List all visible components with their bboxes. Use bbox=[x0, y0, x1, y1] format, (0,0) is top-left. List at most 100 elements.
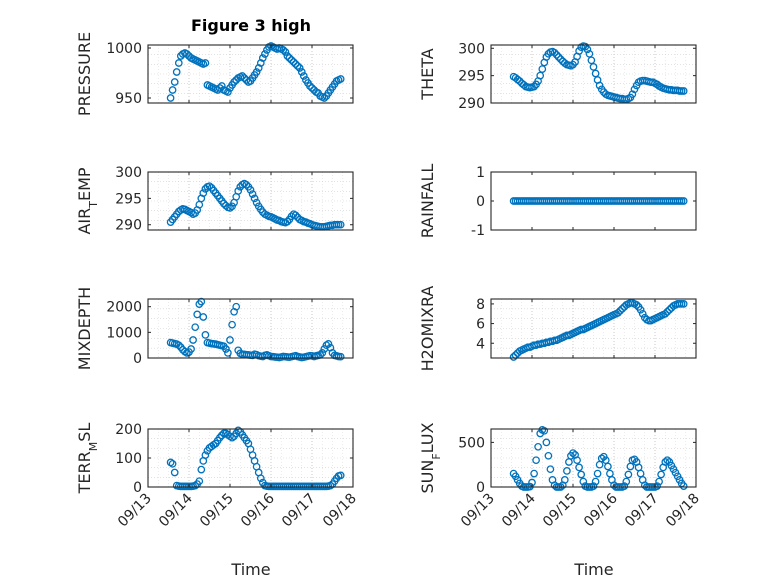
data-point bbox=[199, 189, 208, 197]
data-point bbox=[573, 456, 581, 465]
axes-box bbox=[490, 44, 697, 104]
y-tick-label: 4 bbox=[476, 336, 485, 352]
y-tick-label: 500 bbox=[458, 435, 485, 451]
data-point bbox=[663, 307, 672, 316]
data-point bbox=[215, 84, 224, 92]
data-point bbox=[679, 300, 688, 308]
axes-box bbox=[147, 171, 354, 231]
y-axis-label: TERRMSL bbox=[75, 423, 100, 495]
y-tick-label: 295 bbox=[458, 69, 485, 85]
data-point bbox=[228, 202, 236, 211]
data-point bbox=[283, 217, 292, 226]
y-tick-label: 2000 bbox=[106, 300, 142, 316]
data-point bbox=[546, 465, 555, 474]
data-point bbox=[530, 469, 538, 478]
data-point bbox=[170, 78, 179, 86]
data-point bbox=[579, 477, 588, 486]
data-point bbox=[197, 465, 206, 474]
data-point bbox=[238, 72, 247, 80]
y-axis-label: SUNFLUX bbox=[418, 422, 443, 493]
data-point bbox=[232, 302, 241, 311]
data-point bbox=[217, 82, 226, 90]
data-point bbox=[289, 58, 298, 66]
y-tick-label: 0 bbox=[476, 194, 485, 210]
data-point bbox=[308, 84, 316, 92]
data-point bbox=[228, 320, 236, 329]
data-point bbox=[172, 68, 181, 76]
data-point bbox=[663, 456, 672, 465]
data-point bbox=[556, 55, 565, 64]
data-point bbox=[336, 75, 345, 83]
data-point bbox=[215, 433, 224, 442]
plot-area bbox=[491, 172, 696, 230]
y-tick-label: 950 bbox=[115, 91, 142, 107]
data-point bbox=[224, 88, 232, 96]
data-point bbox=[250, 194, 259, 203]
data-point bbox=[256, 474, 265, 483]
data-point bbox=[318, 349, 327, 357]
data-point bbox=[585, 49, 594, 58]
data-point bbox=[234, 187, 243, 195]
subplot-theta: 290 295 300 THETA bbox=[418, 41, 697, 112]
data-point bbox=[201, 59, 210, 67]
x-tick-label: 09/18 bbox=[320, 491, 360, 531]
axes-box bbox=[147, 298, 354, 359]
data-point bbox=[679, 87, 688, 95]
data-point bbox=[657, 470, 665, 479]
data-point bbox=[587, 56, 596, 65]
data-point bbox=[618, 304, 627, 313]
data-point bbox=[560, 59, 569, 67]
x-tick-label: 09/16 bbox=[238, 490, 278, 530]
data-point bbox=[174, 59, 183, 67]
data-point bbox=[616, 306, 624, 315]
x-tick-label: 09/13 bbox=[458, 491, 498, 531]
y-axis-label: H2OMIXRA bbox=[418, 286, 437, 372]
data-point bbox=[226, 204, 234, 212]
data-point bbox=[168, 86, 177, 94]
data-point bbox=[530, 82, 538, 91]
data-point bbox=[620, 482, 629, 490]
x-tick-label: 09/17 bbox=[622, 491, 662, 531]
data-point bbox=[665, 305, 674, 314]
x-tick-label: 09/17 bbox=[279, 491, 319, 531]
data-point bbox=[287, 56, 296, 64]
data-point bbox=[205, 182, 214, 191]
data-point bbox=[655, 477, 663, 486]
x-tick-label: 09/16 bbox=[581, 490, 621, 530]
data-point bbox=[577, 470, 586, 479]
y-axis-label: PRESSURE bbox=[75, 32, 94, 116]
subplot-pressure: 950 1000 PRESSURE bbox=[75, 32, 354, 116]
data-point bbox=[604, 462, 612, 471]
data-point bbox=[291, 211, 300, 220]
data-point bbox=[191, 323, 200, 332]
x-axis-label-right: Time bbox=[573, 560, 613, 579]
data-point bbox=[187, 208, 195, 217]
data-point bbox=[679, 197, 688, 205]
data-point bbox=[193, 310, 202, 319]
data-point bbox=[336, 220, 345, 229]
data-point bbox=[597, 454, 606, 463]
data-point bbox=[661, 309, 670, 318]
data-point bbox=[638, 309, 647, 318]
data-point bbox=[542, 438, 551, 447]
data-point bbox=[240, 74, 249, 82]
y-axis-label: MIXDEPTH bbox=[75, 287, 94, 370]
x-tick-label: 09/13 bbox=[115, 491, 155, 531]
data-point bbox=[295, 64, 304, 72]
data-point bbox=[201, 331, 210, 339]
data-point bbox=[279, 46, 288, 54]
y-tick-label: 300 bbox=[458, 41, 485, 57]
data-point bbox=[595, 81, 604, 90]
y-tick-label: 295 bbox=[115, 191, 142, 207]
y-tick-label: 0 bbox=[133, 480, 142, 496]
data-point bbox=[622, 477, 631, 486]
x-tick-label: 09/14 bbox=[499, 490, 539, 530]
data-point bbox=[540, 426, 549, 435]
data-point bbox=[187, 345, 195, 353]
y-axis-label: RAINFALL bbox=[418, 164, 437, 239]
data-point bbox=[226, 336, 234, 344]
data-point bbox=[538, 65, 547, 73]
y-axis-label: AIRTEMP bbox=[75, 167, 100, 234]
y-tick-label: -1 bbox=[471, 223, 485, 239]
